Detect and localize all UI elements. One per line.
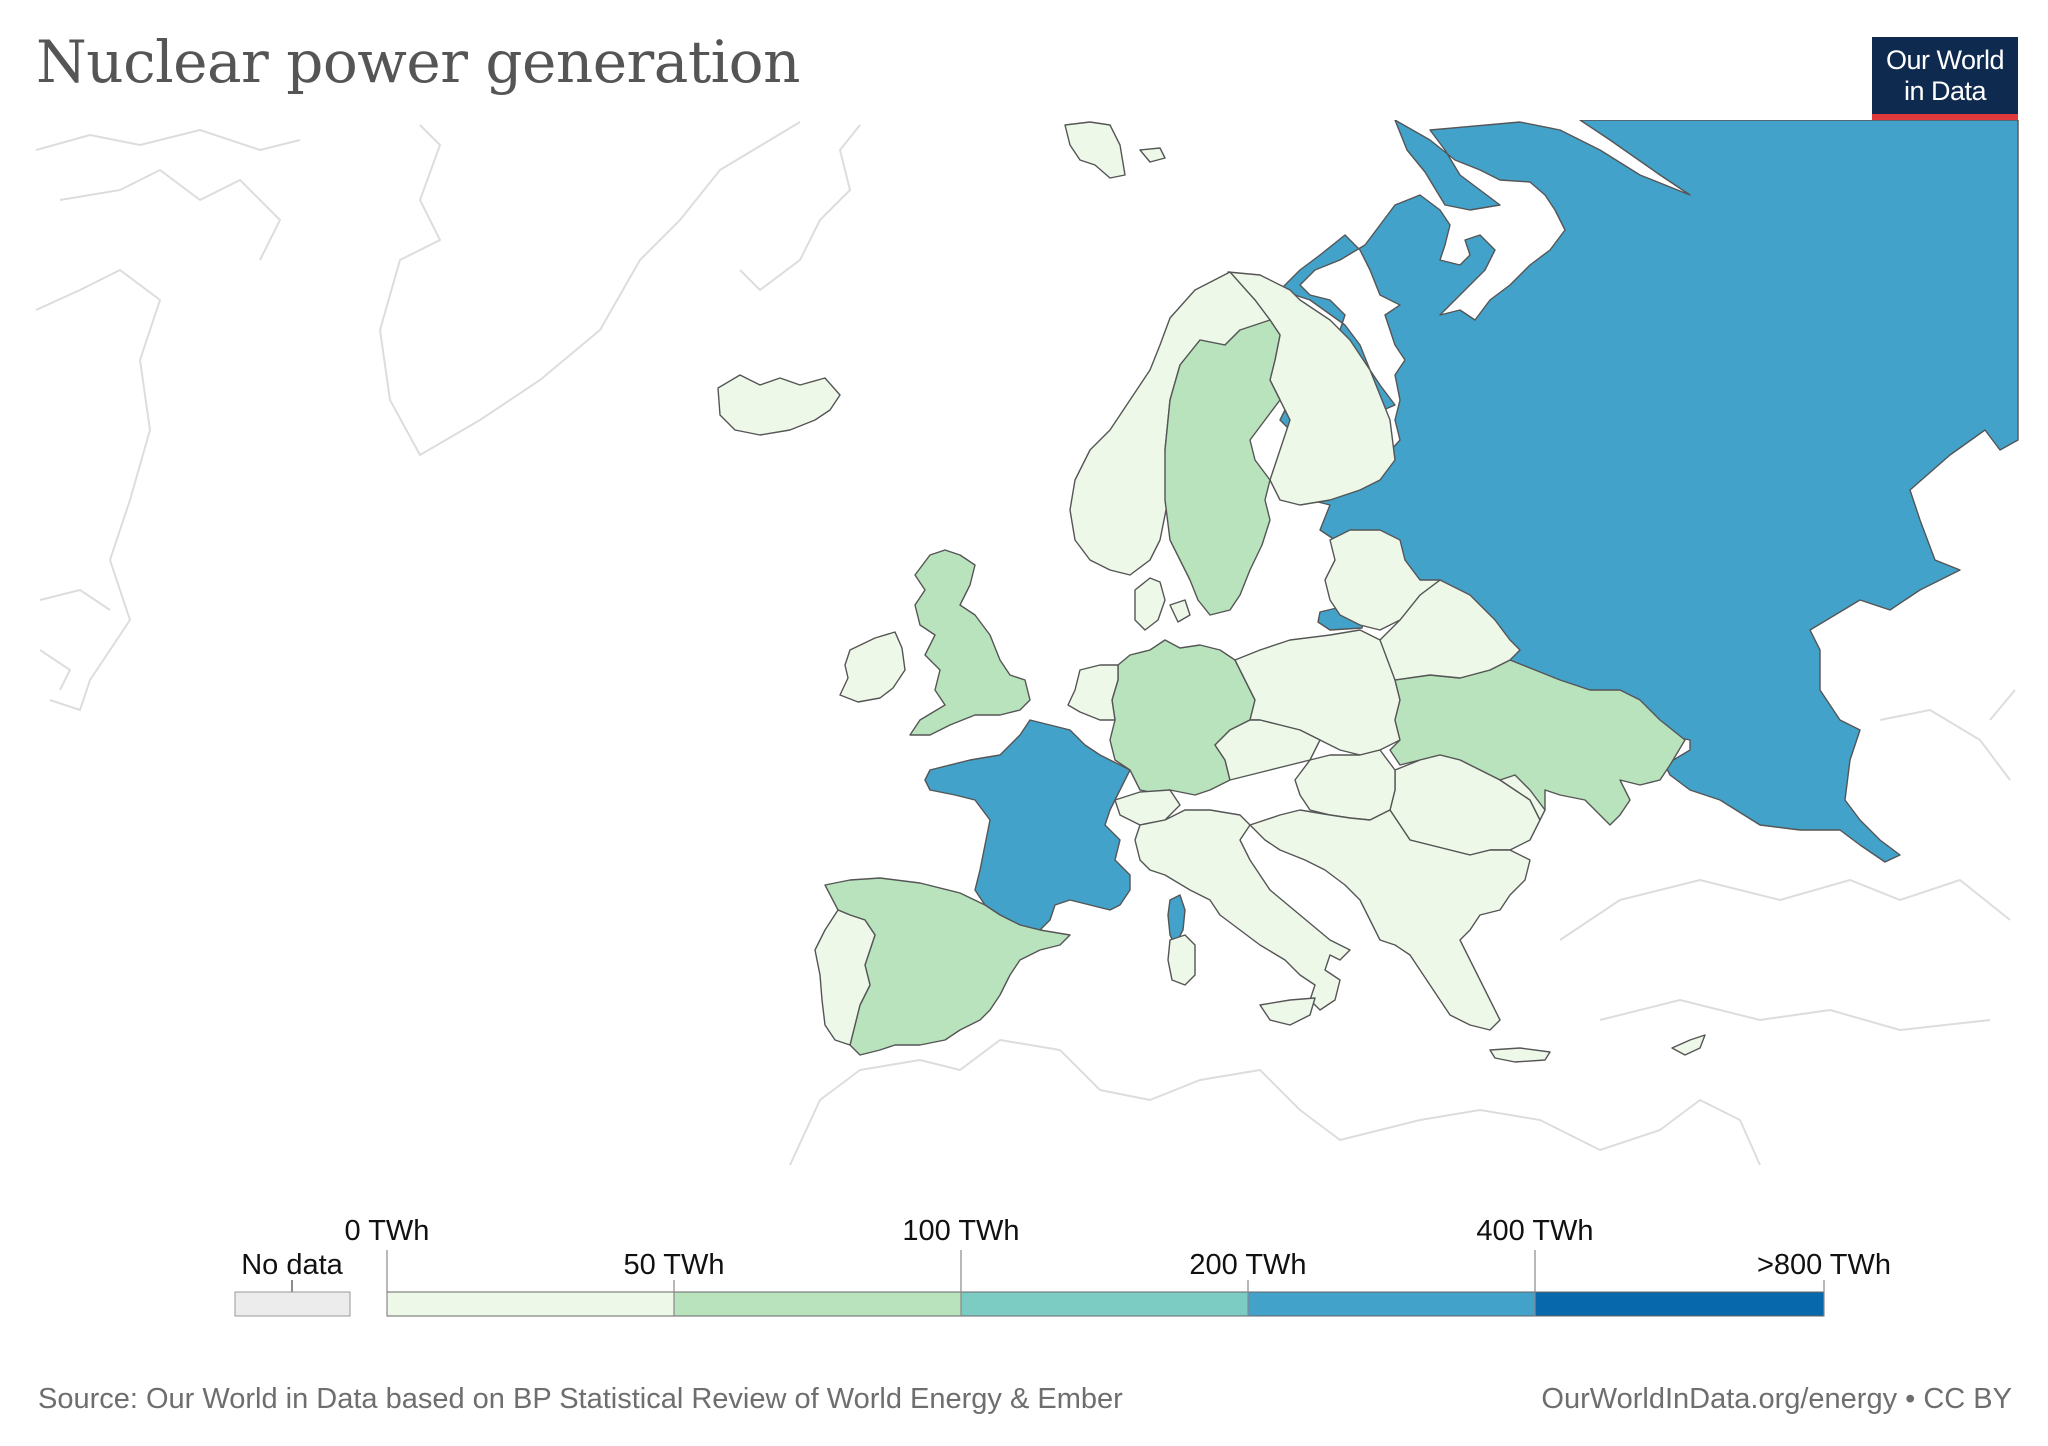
- sardinia-region[interactable]: [1167, 934, 1196, 986]
- logo-line-1: Our World: [1885, 45, 2005, 75]
- cyprus-region[interactable]: [1671, 1034, 1706, 1056]
- czechia-austria-region[interactable]: [1214, 719, 1321, 781]
- legend-label-0: 0 TWh: [345, 1215, 430, 1247]
- legend-label-3: 200 TWh: [1189, 1249, 1306, 1281]
- country-shapes: [717, 120, 2019, 1063]
- map-legend: No data 0 TWh 50 TWh 100 TWh 200 TWh 400…: [234, 1215, 1891, 1317]
- iceland-region[interactable]: [717, 374, 841, 436]
- ireland-region[interactable]: [839, 631, 906, 703]
- italy-region[interactable]: [1134, 809, 1351, 1011]
- source-link[interactable]: OurWorldInData.org/energy • CC BY: [1541, 1383, 2012, 1415]
- owid-logo[interactable]: Our World in Data: [1872, 37, 2018, 121]
- legend-swatch-4[interactable]: [1534, 1291, 1825, 1317]
- sweden-region[interactable]: [1164, 319, 1281, 616]
- legend-label-2: 100 TWh: [902, 1215, 1019, 1247]
- crete-region[interactable]: [1489, 1047, 1551, 1063]
- denmark-region[interactable]: [1134, 577, 1191, 631]
- baltics-region[interactable]: [1324, 529, 1441, 631]
- no-data-outlines: [36, 121, 2016, 1166]
- legend-no-data-label: No data: [241, 1249, 343, 1281]
- svalbard-region[interactable]: [1064, 121, 1166, 179]
- legend-scale: 0 TWh 50 TWh 100 TWh 200 TWh 400 TWh >80…: [345, 1215, 1891, 1317]
- source-note: Source: Our World in Data based on BP St…: [38, 1383, 1123, 1415]
- hungary-region[interactable]: [1294, 749, 1396, 821]
- logo-accent-bar: [1872, 114, 2018, 121]
- balkans-region[interactable]: [1249, 809, 1531, 1031]
- switzerland-region[interactable]: [1114, 789, 1181, 826]
- france-region[interactable]: [924, 719, 1131, 931]
- legend-swatch-0[interactable]: [386, 1291, 675, 1317]
- moldova-region[interactable]: [1499, 774, 1546, 821]
- chart-title: Nuclear power generation: [36, 28, 800, 96]
- legend-swatch-3[interactable]: [1247, 1291, 1536, 1317]
- legend-label-5: >800 TWh: [1757, 1249, 1891, 1281]
- legend-label-4: 400 TWh: [1476, 1215, 1593, 1247]
- legend-swatch-2[interactable]: [960, 1291, 1249, 1317]
- legend-no-data[interactable]: No data: [234, 1249, 351, 1317]
- portugal-region[interactable]: [814, 909, 876, 1046]
- legend-swatch-1[interactable]: [673, 1291, 962, 1317]
- legend-no-data-swatch: [234, 1291, 351, 1317]
- uk-region[interactable]: [909, 549, 1031, 736]
- logo-line-2: in Data: [1903, 76, 1987, 106]
- sicily-region[interactable]: [1259, 997, 1316, 1026]
- legend-label-1: 50 TWh: [623, 1249, 724, 1281]
- netherlands-belgium-region[interactable]: [1067, 664, 1119, 721]
- europe-map[interactable]: [36, 120, 2026, 1170]
